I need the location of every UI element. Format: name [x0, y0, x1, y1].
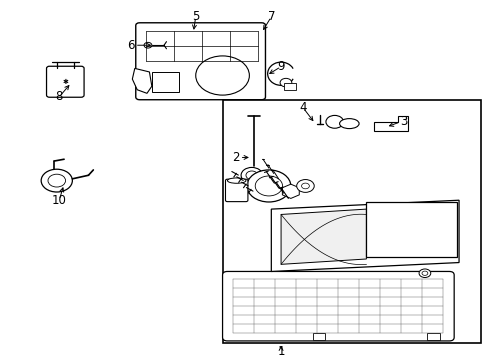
Text: 9: 9 [277, 60, 284, 73]
FancyBboxPatch shape [222, 271, 453, 341]
Text: 3: 3 [400, 115, 407, 128]
Circle shape [246, 170, 290, 202]
Circle shape [296, 180, 314, 192]
Bar [283, 84, 295, 90]
Text: 5: 5 [192, 10, 199, 23]
Text: 4: 4 [299, 101, 306, 114]
Circle shape [48, 174, 65, 187]
Bar [312, 333, 325, 340]
Circle shape [301, 183, 309, 189]
Circle shape [245, 171, 257, 180]
Text: 7: 7 [267, 10, 275, 23]
Text: 6: 6 [127, 39, 135, 52]
Circle shape [280, 78, 291, 87]
Circle shape [255, 176, 282, 196]
Ellipse shape [339, 118, 358, 129]
Circle shape [241, 167, 262, 183]
Circle shape [325, 116, 343, 128]
Bar [427, 333, 439, 340]
Circle shape [195, 56, 249, 95]
Circle shape [144, 42, 152, 48]
Text: 2: 2 [232, 151, 239, 164]
Text: 10: 10 [52, 194, 66, 207]
Bar [152, 72, 178, 91]
Ellipse shape [227, 178, 245, 183]
Polygon shape [132, 68, 152, 93]
Text: 1: 1 [277, 345, 284, 358]
Bar [366, 202, 456, 257]
Polygon shape [373, 117, 407, 131]
Text: 8: 8 [56, 90, 63, 103]
Circle shape [41, 169, 72, 192]
Bar [222, 100, 480, 343]
FancyBboxPatch shape [46, 66, 84, 97]
Circle shape [421, 271, 427, 275]
FancyBboxPatch shape [225, 179, 247, 202]
Text: ✱: ✱ [62, 79, 68, 85]
Circle shape [418, 269, 430, 278]
Polygon shape [271, 200, 458, 271]
FancyBboxPatch shape [136, 23, 265, 100]
Bar [242, 180, 261, 189]
Polygon shape [281, 209, 366, 264]
